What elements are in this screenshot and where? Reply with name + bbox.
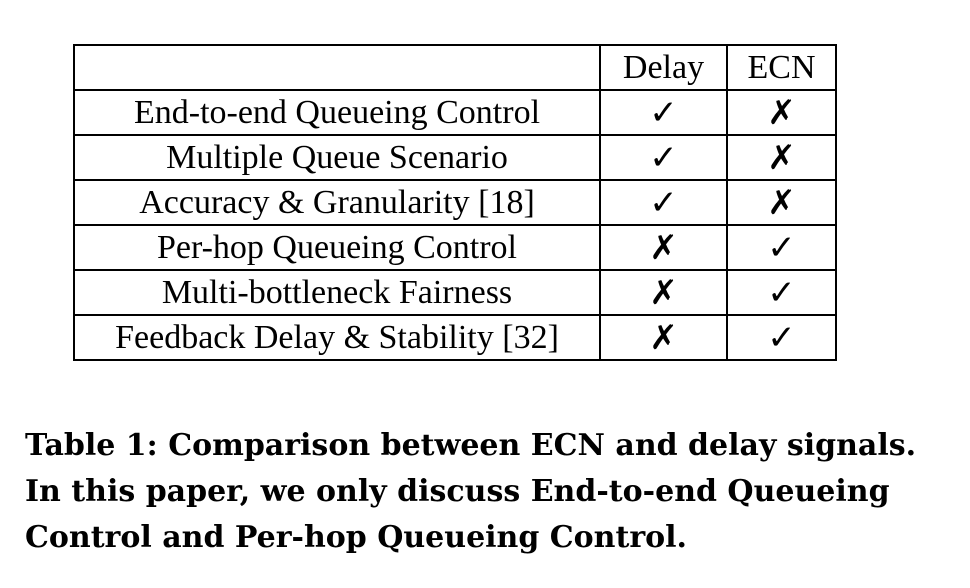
table-header-row: Delay ECN (73, 44, 837, 91)
row-feature-label: Feedback Delay & Stability [32] (73, 314, 601, 361)
row-feature-label: Accuracy & Granularity [18] (73, 179, 601, 226)
ecn-mark: ✓ (726, 224, 837, 271)
header-cell-ecn: ECN (726, 44, 837, 91)
caption-line: Table 1: Comparison between ECN and dela… (25, 428, 917, 463)
table-row: End-to-end Queueing Control ✓ ✗ (73, 89, 837, 136)
row-feature-label: End-to-end Queueing Control (73, 89, 601, 136)
delay-mark: ✓ (599, 179, 728, 226)
table-row: Accuracy & Granularity [18] ✓ ✗ (73, 179, 837, 226)
table-row: Multiple Queue Scenario ✓ ✗ (73, 134, 837, 181)
ecn-mark: ✓ (726, 314, 837, 361)
row-feature-label: Multi-bottleneck Fairness (73, 269, 601, 316)
ecn-mark: ✗ (726, 179, 837, 226)
ecn-mark: ✗ (726, 134, 837, 181)
delay-mark: ✓ (599, 134, 728, 181)
row-feature-label: Multiple Queue Scenario (73, 134, 601, 181)
delay-mark: ✗ (599, 314, 728, 361)
ecn-mark: ✗ (726, 89, 837, 136)
header-cell-feature (73, 44, 601, 91)
table-row: Per-hop Queueing Control ✗ ✓ (73, 224, 837, 271)
delay-mark: ✗ (599, 224, 728, 271)
delay-mark: ✓ (599, 89, 728, 136)
table-row: Multi-bottleneck Fairness ✗ ✓ (73, 269, 837, 316)
table-row: Feedback Delay & Stability [32] ✗ ✓ (73, 314, 837, 361)
header-cell-delay: Delay (599, 44, 728, 91)
comparison-table: Delay ECN End-to-end Queueing Control ✓ … (73, 44, 837, 361)
caption-line: In this paper, we only discuss End-to-en… (25, 474, 890, 509)
table-caption: Table 1: Comparison between ECN and dela… (25, 423, 945, 561)
row-feature-label: Per-hop Queueing Control (73, 224, 601, 271)
ecn-mark: ✓ (726, 269, 837, 316)
delay-mark: ✗ (599, 269, 728, 316)
caption-line: Control and Per-hop Queueing Control. (25, 520, 687, 555)
